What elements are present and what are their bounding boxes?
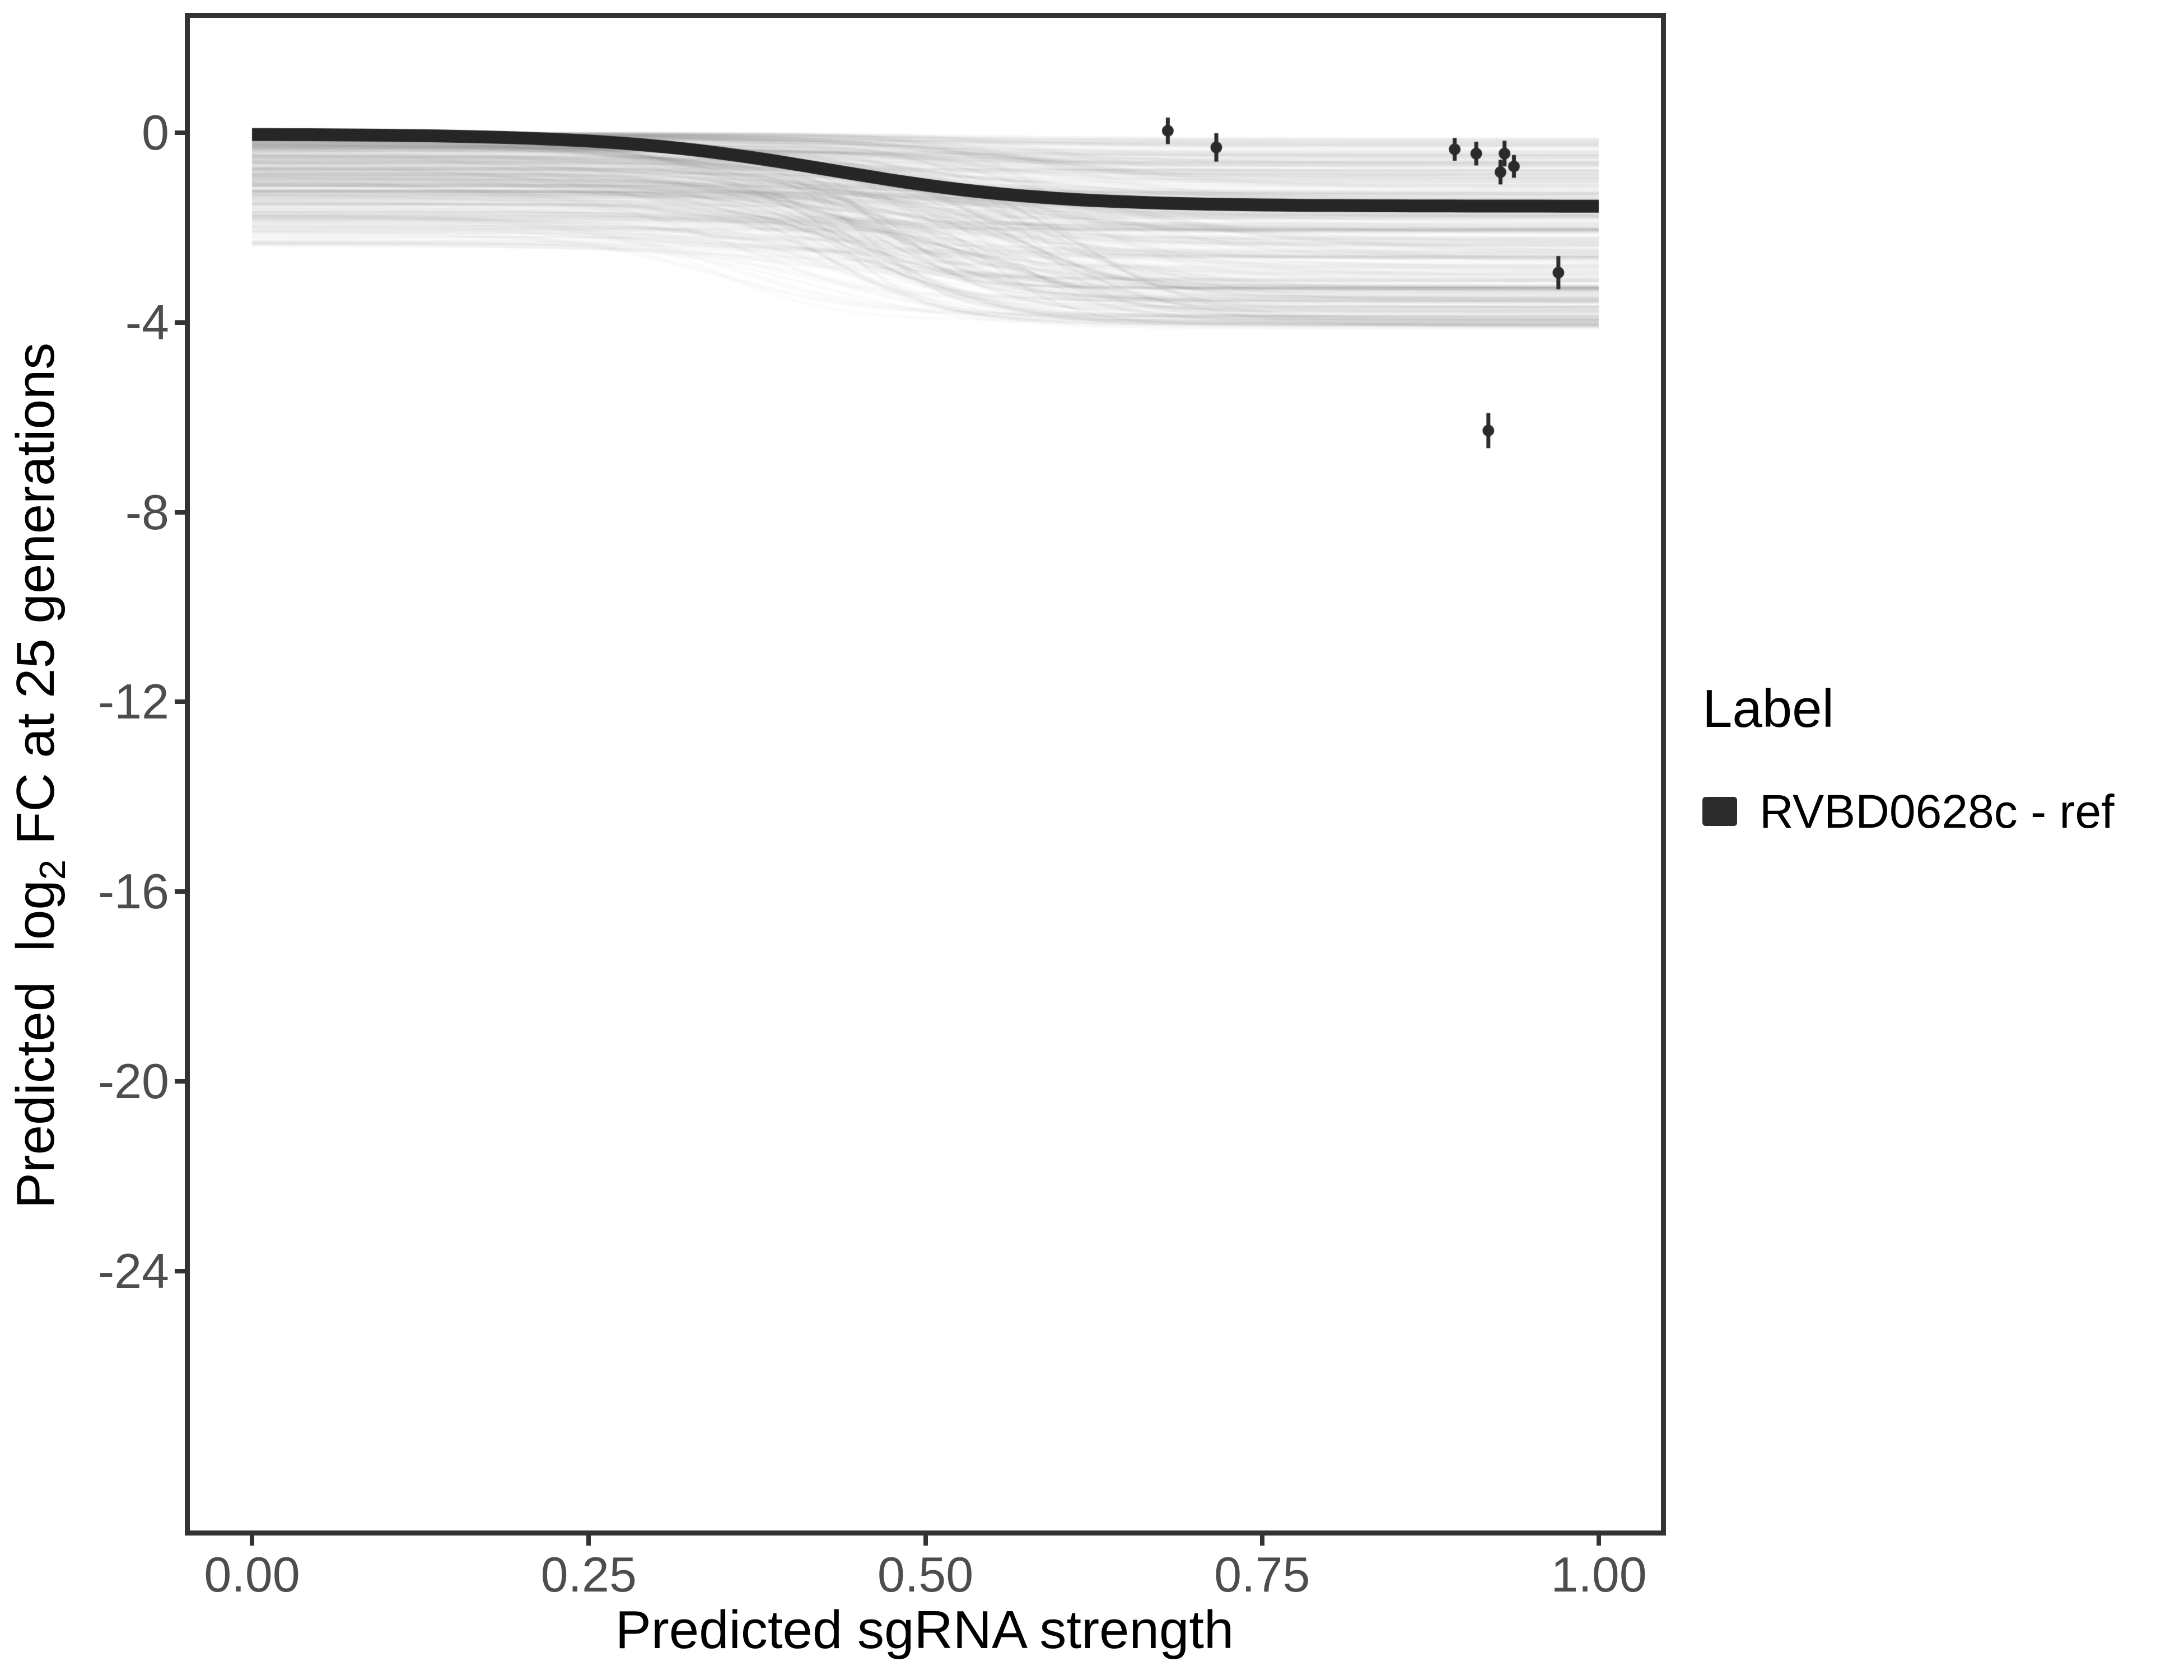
y-tick-label: 0 (142, 105, 169, 160)
y-tick-mark (175, 320, 185, 325)
y-axis-title-subscript: 2 (32, 859, 73, 880)
legend-entry-label: RVBD0628c - ref (1760, 785, 2115, 838)
legend-entry: RVBD0628c - ref (1702, 785, 2173, 838)
curves-canvas (190, 18, 1661, 1530)
y-tick-label: -16 (97, 864, 169, 920)
y-tick-mark (175, 1268, 185, 1273)
legend-key-line (1702, 797, 1737, 826)
y-axis-title: Predicted log2 FC at 25 generations (5, 342, 73, 1209)
x-tick-mark (1597, 1536, 1601, 1546)
y-tick-mark (175, 889, 185, 894)
y-tick-mark (175, 510, 185, 515)
x-tick-label: 0.75 (1214, 1547, 1310, 1602)
y-axis-title-suffix: FC at 25 generations (6, 342, 66, 860)
x-tick-label: 0.00 (204, 1547, 300, 1602)
y-tick-label: -4 (125, 294, 169, 350)
y-tick-label: -20 (97, 1053, 169, 1109)
y-tick-mark (175, 130, 185, 135)
y-axis-title-prefix: Predicted log (6, 880, 66, 1209)
x-axis-title: Predicted sgRNA strength (615, 1600, 1234, 1660)
y-tick-mark (175, 699, 185, 704)
x-tick-mark (1259, 1536, 1264, 1546)
x-tick-label: 0.50 (877, 1547, 974, 1602)
y-tick-mark (175, 1079, 185, 1084)
x-tick-mark (250, 1536, 254, 1546)
legend-title: Label (1702, 679, 1834, 739)
x-tick-mark (586, 1536, 591, 1546)
y-tick-label: -24 (97, 1243, 169, 1299)
x-tick-mark (923, 1536, 928, 1546)
x-tick-label: 1.00 (1551, 1547, 1647, 1602)
y-tick-label: -8 (125, 484, 169, 540)
y-tick-label: -12 (97, 674, 169, 730)
legend: Label RVBD0628c - ref (1702, 676, 2173, 838)
x-tick-label: 0.25 (540, 1547, 637, 1602)
